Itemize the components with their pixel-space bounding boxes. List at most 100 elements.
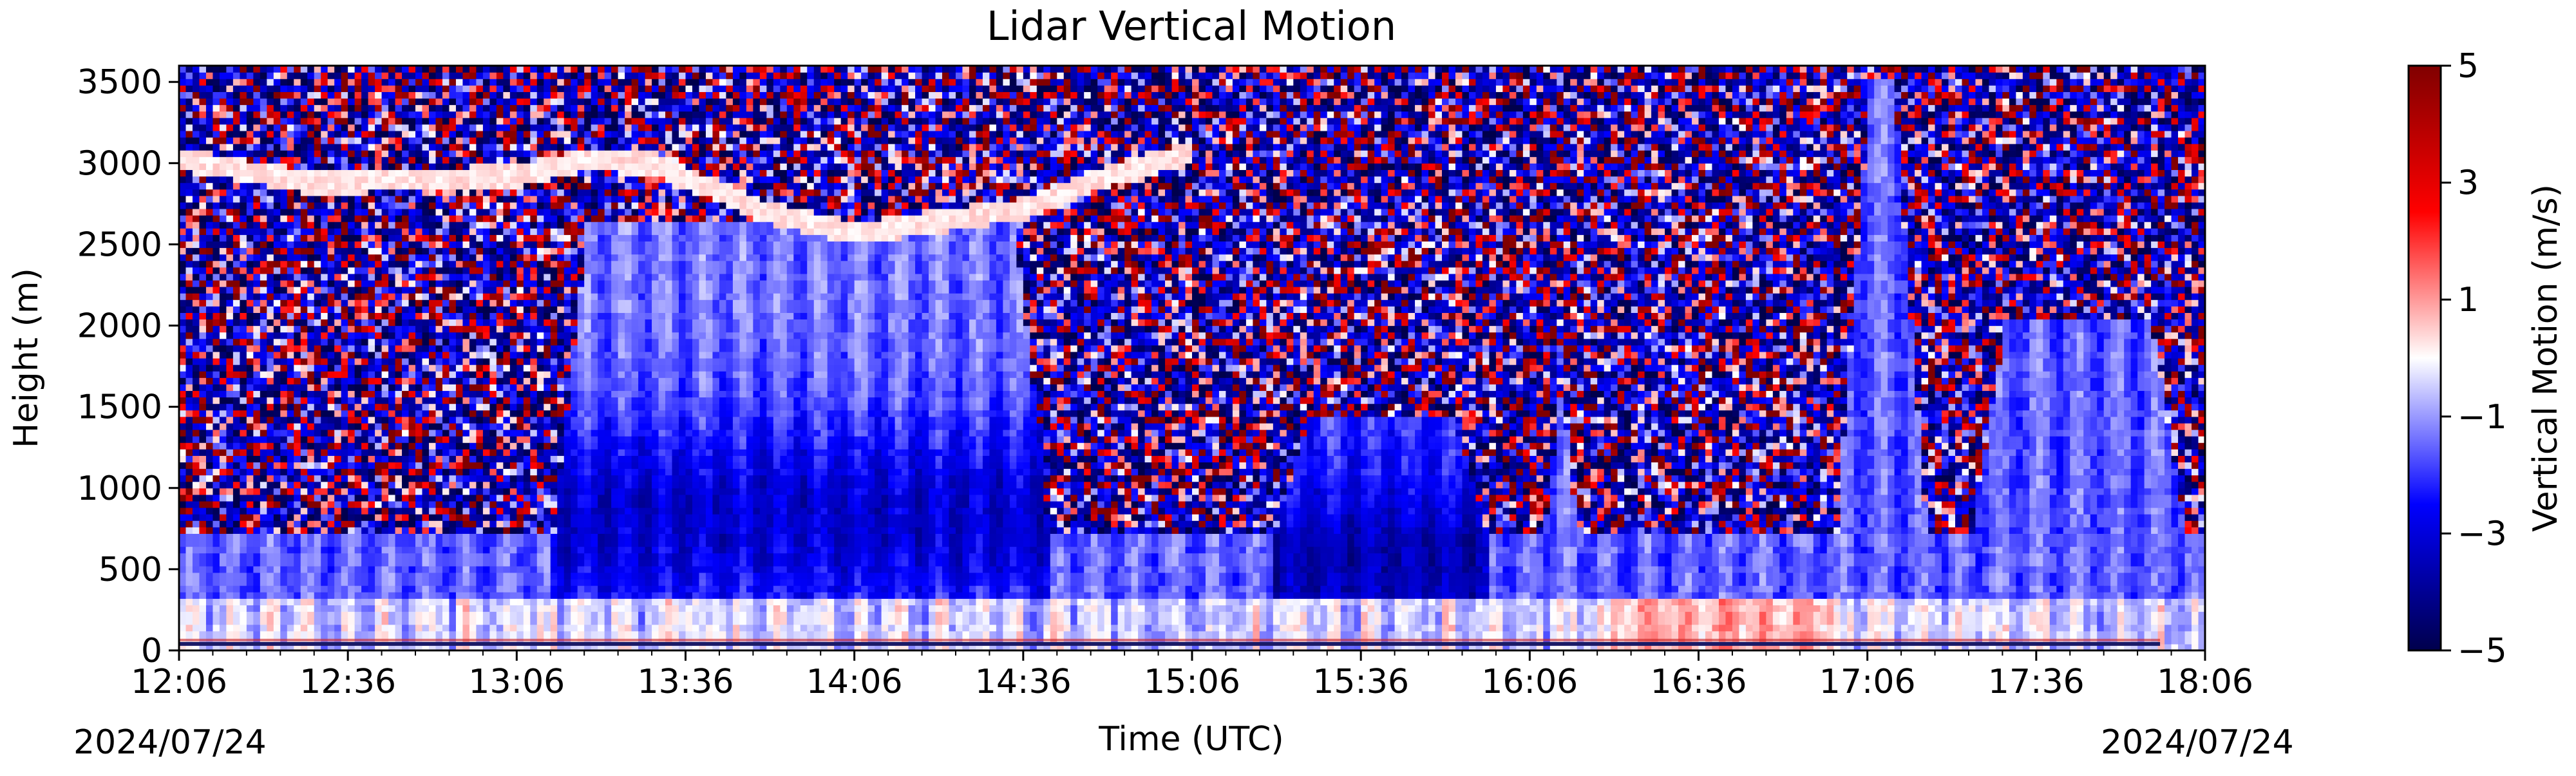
heatmap-cell	[435, 241, 442, 248]
heatmap-cell	[395, 105, 402, 112]
heatmap-cell	[220, 306, 227, 313]
heatmap-cell	[240, 326, 247, 333]
heatmap-cell	[409, 377, 416, 384]
heatmap-cell	[395, 215, 402, 222]
heatmap-cell	[442, 241, 450, 248]
heatmap-cell	[409, 345, 416, 352]
heatmap-cell	[388, 390, 395, 397]
heatmap-cell	[179, 631, 186, 638]
heatmap-cell	[368, 482, 375, 489]
heatmap-cell	[462, 105, 469, 112]
heatmap-cell	[516, 137, 524, 144]
heatmap-cell	[206, 196, 213, 203]
heatmap-cell	[382, 566, 389, 573]
heatmap-cell	[476, 475, 483, 482]
heatmap-cell	[213, 345, 220, 352]
heatmap-cell	[442, 547, 450, 554]
heatmap-cell	[510, 299, 517, 307]
heatmap-cell	[503, 189, 510, 196]
heatmap-cell	[220, 495, 227, 502]
heatmap-cell	[287, 202, 294, 209]
heatmap-cell	[551, 417, 558, 424]
heatmap-cell	[449, 196, 456, 203]
heatmap-cell	[193, 553, 200, 560]
heatmap-cell	[415, 579, 422, 586]
heatmap-cell	[435, 183, 442, 190]
heatmap-cell	[456, 488, 463, 495]
heatmap-cell	[510, 482, 517, 489]
heatmap-cell	[524, 66, 531, 73]
heatmap-cell	[415, 183, 422, 190]
heatmap-cell	[503, 287, 510, 294]
heatmap-cell	[402, 202, 409, 209]
heatmap-cell	[185, 312, 193, 319]
heatmap-cell	[294, 442, 301, 450]
heatmap-cell	[415, 488, 422, 495]
heatmap-cell	[375, 299, 382, 307]
heatmap-cell	[510, 514, 517, 521]
heatmap-cell	[355, 176, 362, 184]
heatmap-cell	[240, 312, 247, 319]
heatmap-cell	[220, 287, 227, 294]
heatmap-cell	[456, 222, 463, 229]
heatmap-cell	[233, 267, 240, 274]
heatmap-cell	[355, 625, 362, 632]
heatmap-cell	[193, 585, 200, 592]
heatmap-cell	[510, 501, 517, 508]
heatmap-cell	[280, 209, 287, 216]
heatmap-cell	[489, 144, 497, 151]
heatmap-cell	[537, 436, 544, 443]
heatmap-cell	[253, 553, 260, 560]
heatmap-cell	[476, 417, 483, 424]
heatmap-cell	[435, 618, 442, 625]
heatmap-cell	[355, 299, 362, 307]
heatmap-cell	[220, 319, 227, 326]
heatmap-cell	[247, 215, 254, 222]
heatmap-cell	[388, 228, 395, 235]
heatmap-cell	[179, 533, 186, 540]
heatmap-cell	[402, 592, 409, 599]
heatmap-cell	[226, 72, 233, 79]
heatmap-cell	[213, 254, 220, 261]
heatmap-cell	[462, 345, 469, 352]
heatmap-cell	[551, 605, 558, 612]
heatmap-cell	[193, 397, 200, 404]
heatmap-cell	[267, 299, 274, 307]
heatmap-cell	[321, 507, 328, 515]
heatmap-cell	[213, 261, 220, 268]
heatmap-cell	[395, 436, 402, 443]
heatmap-cell	[530, 293, 537, 300]
heatmap-cell	[355, 247, 362, 254]
heatmap-cell	[321, 183, 328, 190]
heatmap-cell	[483, 449, 490, 456]
heatmap-cell	[193, 72, 200, 79]
heatmap-cell	[355, 339, 362, 346]
heatmap-cell	[503, 137, 510, 144]
heatmap-cell	[382, 364, 389, 372]
heatmap-cell	[544, 345, 551, 352]
heatmap-cell	[361, 189, 368, 196]
heatmap-cell	[388, 131, 395, 138]
heatmap-cell	[510, 293, 517, 300]
heatmap-cell	[341, 306, 348, 313]
heatmap-cell	[341, 598, 348, 605]
heatmap-cell	[388, 189, 395, 196]
heatmap-cell	[382, 605, 389, 612]
heatmap-cell	[530, 326, 537, 333]
heatmap-cell	[213, 585, 220, 592]
heatmap-cell	[483, 469, 490, 476]
heatmap-cell	[516, 631, 524, 638]
heatmap-cell	[314, 501, 321, 508]
heatmap-cell	[462, 364, 469, 372]
heatmap-cell	[510, 364, 517, 372]
heatmap-cell	[456, 364, 463, 372]
heatmap-cell	[402, 488, 409, 495]
heatmap-cell	[301, 449, 308, 456]
heatmap-cell	[314, 573, 321, 580]
heatmap-cell	[274, 163, 281, 170]
heatmap-cell	[361, 364, 368, 372]
heatmap-cell	[402, 384, 409, 391]
heatmap-cell	[449, 514, 456, 521]
heatmap-cell	[415, 358, 422, 365]
heatmap-cell	[253, 364, 260, 372]
